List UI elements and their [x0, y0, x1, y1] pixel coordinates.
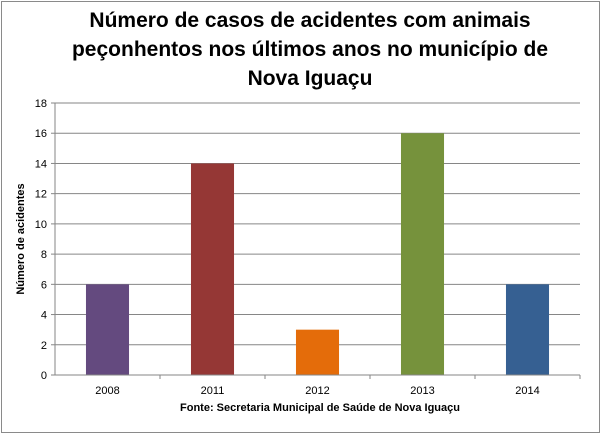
chart-title: Número de casos de acidentes com animais…: [71, 9, 549, 90]
y-tick-label: 8: [41, 249, 47, 261]
y-tick-label: 6: [41, 279, 47, 291]
bar-2011: [190, 163, 235, 375]
bar-2012: [295, 329, 340, 375]
bar-2013: [400, 133, 445, 375]
y-axis-label: Número de acidentes: [15, 183, 27, 295]
y-tick-labels: 0 2 4 6 8 10 12 14 16 18: [35, 98, 55, 382]
y-tick-label: 10: [35, 219, 47, 231]
bars: [85, 133, 550, 375]
bar-2014: [505, 284, 550, 375]
y-tick-label: 18: [35, 98, 47, 110]
y-tick-label: 14: [35, 158, 47, 170]
gridlines: [55, 102, 580, 346]
y-tick-label: 12: [35, 189, 47, 201]
y-tick-label: 0: [41, 370, 47, 382]
x-tick-label: 2014: [515, 385, 539, 397]
x-tick-label: 2011: [201, 385, 225, 397]
y-tick-label: 16: [35, 128, 47, 140]
x-tick-label: 2013: [410, 385, 434, 397]
x-tick-label: 2008: [95, 385, 119, 397]
x-tick-labels: 2008 2011 2012 2013 2014: [95, 375, 581, 397]
bar-2008: [85, 284, 130, 375]
x-tick-label: 2012: [305, 385, 329, 397]
x-axis-label: Fonte: Secretaria Municipal de Saúde de …: [180, 402, 460, 414]
y-tick-label: 2: [41, 340, 47, 352]
y-tick-label: 4: [41, 310, 47, 322]
